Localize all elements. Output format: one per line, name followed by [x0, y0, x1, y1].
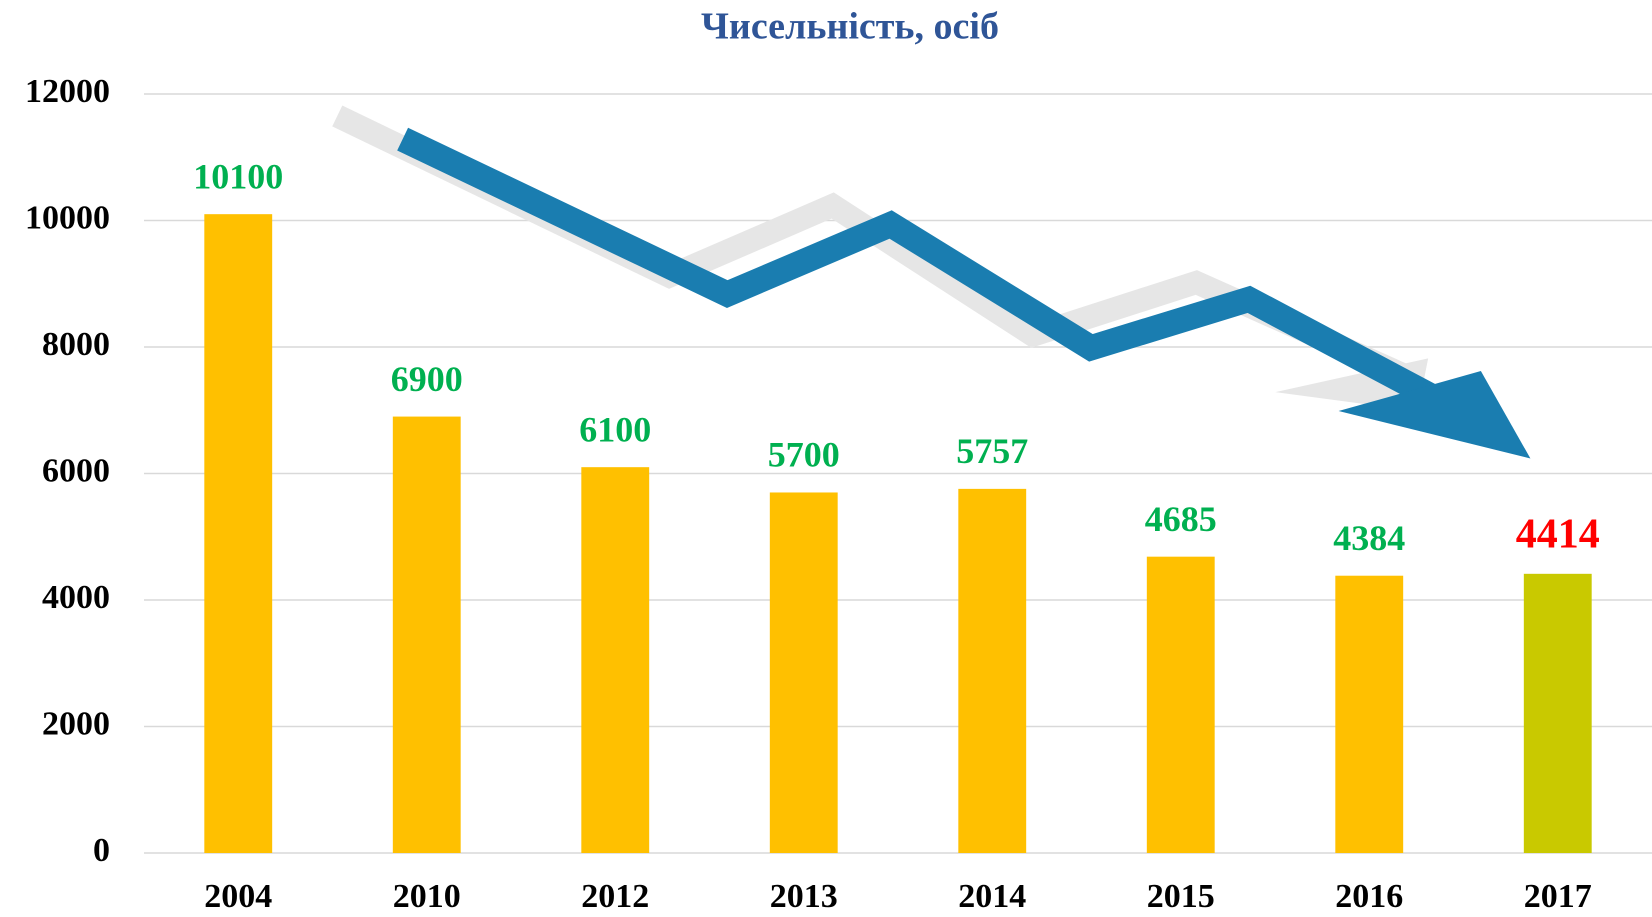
data-label: 4414: [1516, 511, 1600, 557]
y-tick-label: 0: [93, 832, 110, 869]
data-label: 6900: [391, 359, 463, 399]
x-tick-label: 2017: [1524, 878, 1592, 915]
y-tick-label: 4000: [42, 579, 110, 616]
data-label: 4685: [1145, 499, 1217, 539]
bar: [204, 214, 273, 854]
bar: [1335, 575, 1404, 853]
data-label: 5757: [956, 431, 1028, 471]
data-label: 5700: [768, 435, 840, 475]
data-label: 4384: [1333, 518, 1405, 558]
chart-title: Чисельність, осіб: [701, 6, 999, 48]
bar: [958, 488, 1027, 853]
bar: [1146, 556, 1215, 853]
y-tick-label: 2000: [42, 705, 110, 742]
y-tick-label: 8000: [42, 326, 110, 363]
y-tick-label: 10000: [25, 199, 110, 236]
x-tick-label: 2014: [958, 878, 1026, 915]
x-tick-label: 2013: [770, 878, 838, 915]
bar: [1523, 573, 1592, 853]
data-label: 6100: [579, 409, 651, 449]
y-tick-label: 6000: [42, 452, 110, 489]
y-tick-label: 12000: [25, 73, 110, 110]
x-tick-label: 2015: [1147, 878, 1215, 915]
x-tick-label: 2010: [393, 878, 461, 915]
bar: [581, 467, 650, 853]
x-tick-label: 2012: [581, 878, 649, 915]
trend-arrow: [332, 105, 1531, 459]
bar: [392, 416, 461, 853]
bar: [769, 492, 838, 853]
data-label: 10100: [193, 156, 283, 196]
x-tick-label: 2004: [204, 878, 272, 915]
x-tick-label: 2016: [1335, 878, 1403, 915]
